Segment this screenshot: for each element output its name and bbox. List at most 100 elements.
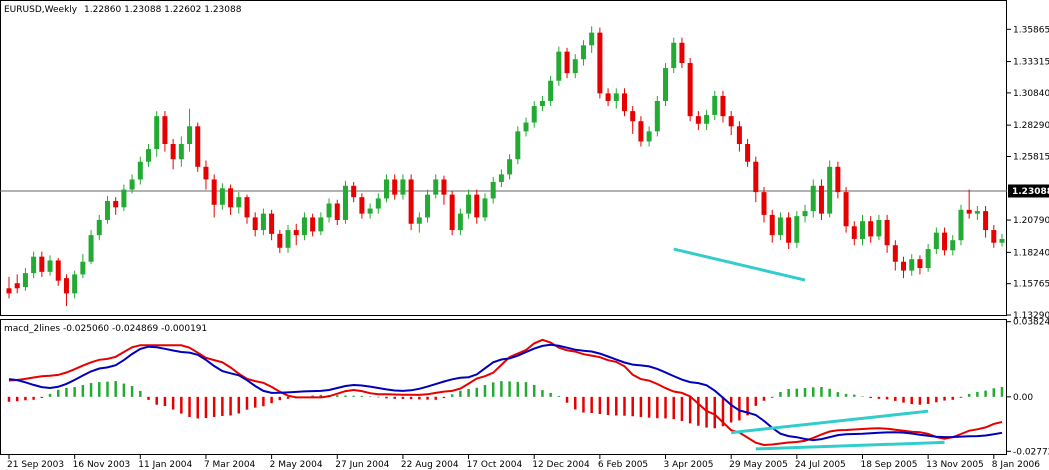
candle-body	[974, 211, 980, 214]
candle-body	[695, 116, 701, 124]
candle	[178, 136, 184, 167]
candle	[753, 156, 759, 203]
candle-body	[63, 278, 69, 294]
candle-body	[96, 219, 102, 236]
macd-tick-label: 0.00	[1013, 393, 1033, 403]
candle-body	[548, 80, 554, 101]
candle-body	[31, 256, 37, 274]
candle	[6, 276, 12, 299]
candle	[761, 187, 767, 223]
candle-body	[482, 198, 488, 218]
price-tick-label: 1.13290	[1013, 311, 1049, 321]
candle	[589, 26, 595, 53]
candle-body	[859, 221, 865, 239]
candle	[211, 174, 217, 218]
price-chart-title: EURUSD,Weekly	[4, 5, 78, 15]
candle-body	[260, 213, 266, 231]
candle	[146, 144, 152, 167]
candle	[983, 206, 989, 238]
candle	[999, 233, 1005, 247]
candle-body	[556, 51, 562, 81]
candle-body	[671, 42, 677, 69]
candle-body	[104, 200, 110, 220]
time-tick-label: 17 Oct 2004	[467, 460, 523, 470]
candle-body	[277, 233, 283, 248]
candle-body	[22, 273, 28, 288]
macd-histogram	[7, 381, 1004, 429]
candle	[457, 208, 463, 236]
time-tick-label: 21 Sep 2003	[7, 460, 64, 470]
candle	[704, 109, 710, 131]
candle	[301, 212, 307, 241]
candle	[88, 230, 94, 265]
time-tick-label: 2 May 2004	[270, 460, 323, 470]
candle	[942, 227, 948, 256]
candle-body	[55, 260, 61, 281]
macd-divergence-trendline	[731, 409, 929, 435]
candle-body	[425, 194, 431, 218]
time-tick-label: 12 Dec 2004	[532, 460, 590, 470]
candle-body	[162, 116, 168, 145]
candle	[572, 54, 578, 79]
candle-body	[736, 126, 742, 145]
candle	[917, 255, 923, 275]
candle	[695, 111, 701, 131]
candle-body	[720, 95, 726, 117]
time-tick-label: 24 Jul 2005	[795, 460, 846, 470]
candle	[654, 95, 660, 137]
candle	[203, 160, 209, 190]
candle-body	[597, 32, 603, 94]
time-tick-label: 7 Mar 2004	[204, 460, 256, 470]
candle	[195, 122, 201, 172]
candle	[318, 212, 324, 236]
macd-blue-line	[8, 343, 1003, 442]
candle-body	[211, 179, 217, 205]
candle-body	[441, 179, 447, 195]
candle	[104, 195, 110, 224]
candle	[974, 206, 980, 220]
candles	[6, 26, 1005, 307]
candle-body	[293, 230, 299, 236]
candle-body	[219, 188, 225, 205]
candle	[359, 193, 365, 219]
price-tick-label: 1.30840	[1013, 89, 1049, 99]
candle-body	[966, 209, 972, 214]
candle	[375, 193, 381, 214]
candle-body	[958, 209, 964, 241]
candle	[474, 189, 480, 224]
candle	[310, 213, 316, 237]
candle	[72, 270, 78, 299]
candle-body	[285, 230, 291, 248]
candle	[14, 274, 20, 294]
time-tick-label: 27 Jun 2004	[335, 460, 389, 470]
candle-body	[457, 213, 463, 231]
macd-red-line	[8, 338, 1003, 447]
candle	[63, 274, 69, 307]
candle	[482, 193, 488, 222]
divergence-trendline[interactable]	[673, 247, 806, 282]
candle	[950, 235, 956, 256]
candle-body	[810, 185, 816, 212]
candle	[712, 90, 718, 120]
candle	[400, 174, 406, 200]
candle	[277, 230, 283, 253]
candle	[851, 221, 857, 246]
candle	[876, 214, 882, 241]
candle-body	[868, 221, 874, 237]
candle-body	[137, 161, 143, 180]
macd-tick-label: 0.03824	[1013, 318, 1049, 328]
candle	[22, 268, 28, 291]
candle	[548, 75, 554, 107]
candle-body	[876, 219, 882, 237]
candle	[416, 212, 422, 233]
candle-body	[909, 259, 915, 271]
candle-body	[474, 194, 480, 218]
candle-body	[539, 100, 545, 107]
candle	[868, 216, 874, 243]
price-tick-label: 1.20790	[1013, 216, 1049, 226]
candle	[269, 209, 275, 241]
candle	[671, 37, 677, 74]
candle	[449, 190, 455, 236]
price-tick-label: 1.35865	[1013, 25, 1049, 35]
